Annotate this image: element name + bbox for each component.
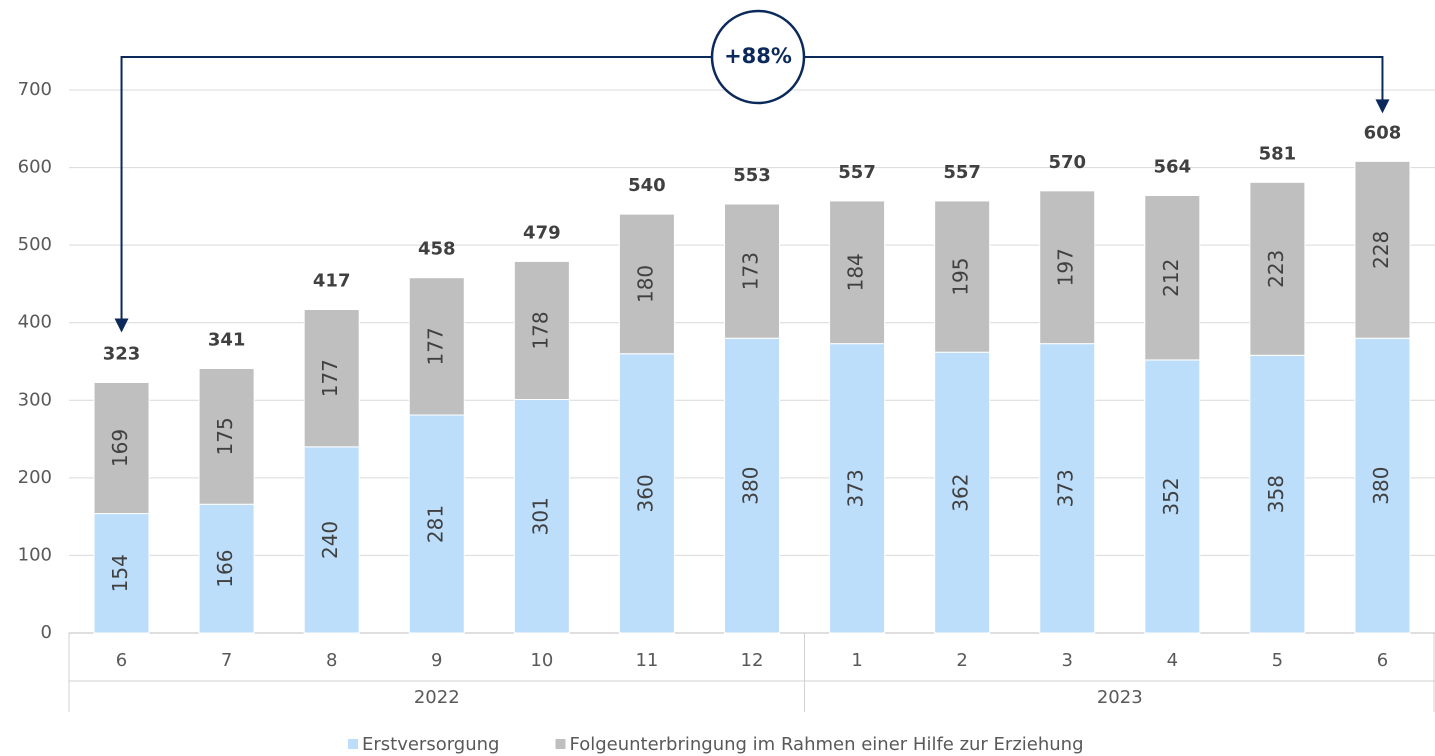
bar-segment	[1144, 194, 1201, 361]
bar-segment	[1249, 181, 1306, 356]
bar-segment	[829, 343, 886, 634]
value-label: 380	[1369, 467, 1393, 505]
total-label: 608	[1364, 122, 1402, 143]
value-label: 380	[739, 467, 763, 505]
x-tick-label: 9	[431, 650, 442, 671]
bar-segment	[93, 381, 150, 515]
x-tick-label: 12	[741, 650, 764, 671]
bar-segment	[513, 260, 570, 401]
y-tick-label: 300	[18, 389, 52, 410]
bar-segment	[303, 446, 360, 634]
value-label: 373	[844, 469, 868, 507]
value-label: 281	[423, 505, 447, 543]
value-label: 195	[949, 257, 973, 295]
value-label: 177	[423, 327, 447, 365]
legend-swatch	[348, 739, 358, 749]
value-label: 184	[844, 253, 868, 291]
x-tick-label: 6	[1377, 650, 1388, 671]
group-label: 2023	[1097, 687, 1143, 708]
annotation: +88%	[724, 44, 792, 68]
bar-segment	[1354, 160, 1411, 339]
bar-segment	[1354, 337, 1411, 634]
value-label: 169	[108, 429, 132, 467]
group-label: 2022	[414, 687, 460, 708]
total-label: 479	[523, 222, 561, 243]
value-label: 360	[633, 474, 657, 512]
bar-segment	[724, 337, 780, 634]
value-label: 177	[318, 359, 342, 397]
total-label: 417	[313, 271, 351, 292]
bar-segment	[934, 351, 991, 634]
value-label: 180	[633, 265, 657, 303]
arrow-head	[114, 318, 129, 333]
bar-segment	[198, 367, 255, 505]
total-label: 323	[103, 343, 141, 364]
bar-segment	[408, 414, 465, 634]
value-label: 373	[1054, 469, 1078, 507]
bar-segment	[934, 200, 991, 353]
value-label: 166	[213, 550, 237, 588]
value-label: 301	[528, 497, 552, 535]
x-tick-label: 11	[635, 650, 658, 671]
bar-segment	[618, 213, 675, 355]
total-label: 458	[418, 239, 456, 260]
value-label: 173	[739, 252, 763, 290]
value-label: 240	[318, 521, 342, 559]
x-tick-label: 10	[530, 650, 553, 671]
legend-swatch	[555, 739, 566, 749]
legend-label: Erstversorgung	[362, 734, 499, 755]
y-tick-label: 100	[18, 544, 52, 565]
bar-segment	[1249, 354, 1306, 634]
y-tick-label: 200	[18, 467, 52, 488]
bar-segment	[1144, 359, 1201, 634]
value-label: 362	[949, 474, 973, 512]
x-tick-label: 3	[1062, 650, 1073, 671]
value-label: 228	[1369, 231, 1393, 269]
total-label: 557	[838, 162, 876, 183]
total-label: 570	[1048, 152, 1086, 173]
bar-segment	[829, 200, 886, 345]
bar-segment	[303, 309, 360, 448]
value-label: 358	[1264, 475, 1288, 513]
value-label: 178	[528, 311, 552, 349]
x-tick-label: 4	[1167, 650, 1178, 671]
x-tick-label: 1	[851, 650, 862, 671]
y-tick-label: 400	[18, 312, 52, 333]
value-label: 352	[1159, 477, 1183, 515]
value-label: 197	[1054, 248, 1078, 286]
annotation-circle	[710, 9, 806, 105]
y-tick-label: 600	[18, 157, 52, 178]
total-label: 557	[943, 162, 981, 183]
value-label: 154	[108, 554, 132, 592]
bar-segment	[93, 513, 150, 634]
arrow-head	[1375, 99, 1390, 114]
value-label: 223	[1264, 250, 1288, 288]
y-tick-label: 0	[41, 622, 52, 643]
value-label: 175	[213, 417, 237, 455]
value-label: 212	[1159, 259, 1183, 297]
x-tick-label: 8	[326, 650, 337, 671]
total-label: 564	[1154, 156, 1192, 177]
x-tick-label: 6	[116, 650, 127, 671]
bar-segment	[618, 353, 675, 634]
bar-segment	[1039, 190, 1096, 345]
bar-segment	[724, 203, 780, 339]
total-label: 341	[208, 329, 246, 350]
x-tick-label: 2	[956, 650, 967, 671]
bar-segment	[1039, 343, 1096, 634]
y-tick-label: 500	[18, 234, 52, 255]
total-label: 553	[733, 165, 771, 186]
total-label: 540	[628, 175, 666, 196]
x-tick-label: 7	[221, 650, 232, 671]
legend-label: Folgeunterbringung im Rahmen einer Hilfe…	[569, 734, 1083, 755]
total-label: 581	[1259, 143, 1297, 164]
x-tick-label: 5	[1272, 650, 1283, 671]
y-tick-label: 700	[18, 79, 52, 100]
bar-segment	[408, 277, 465, 416]
